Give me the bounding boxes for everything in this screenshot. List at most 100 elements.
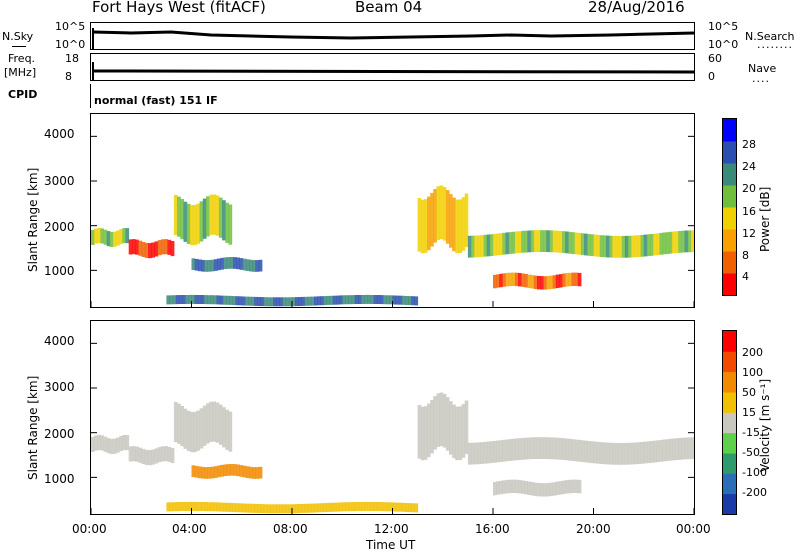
- scatter-cell: [398, 502, 403, 512]
- scatter-cell: [628, 442, 632, 465]
- scatter-cell: [518, 273, 522, 287]
- scatter-cell: [420, 199, 425, 254]
- scatter-cell: [244, 503, 249, 513]
- scatter-cell: [217, 258, 221, 271]
- scatter-cell: [493, 440, 497, 463]
- scatter-cell: [511, 438, 516, 461]
- scatter-cell: [307, 296, 312, 306]
- scatter-cell: [549, 230, 554, 253]
- scatter-cell: [91, 436, 95, 452]
- scatter-cell: [342, 502, 346, 512]
- cpid-text: normal (fast) 151 IF: [94, 94, 218, 107]
- scatter-cell: [533, 230, 538, 252]
- scatter-cell: [540, 483, 544, 497]
- scatter-band: [493, 272, 582, 290]
- scatter-cell: [200, 502, 205, 511]
- scatter-cell: [254, 296, 258, 306]
- power-ytick: 1000: [44, 264, 75, 278]
- scatter-cell: [552, 482, 557, 496]
- scatter-cell: [659, 232, 664, 255]
- scatter-cell: [138, 447, 143, 463]
- scatter-cell: [354, 502, 359, 511]
- scatter-cell: [427, 403, 431, 458]
- scatter-cell: [225, 202, 229, 243]
- cpid-label: CPID: [8, 88, 38, 101]
- power-ytick: 4000: [44, 127, 75, 141]
- scatter-cell: [166, 295, 170, 305]
- scatter-cell: [241, 296, 246, 306]
- scatter-cell: [135, 446, 139, 462]
- colorbar-swatch: [723, 493, 736, 514]
- scatter-cell: [332, 502, 337, 512]
- scatter-cell: [471, 235, 475, 258]
- scatter-cell: [207, 260, 212, 272]
- power-ylabel: Slant Range [km]: [26, 167, 40, 272]
- scatter-cell: [144, 449, 149, 465]
- scatter-band: [417, 185, 469, 254]
- scatter-cell: [681, 230, 685, 253]
- scatter-cell: [524, 274, 528, 288]
- scatter-cell: [354, 295, 359, 304]
- scatter-cell: [191, 294, 196, 304]
- scatter-cell: [477, 235, 481, 258]
- scatter-cell: [206, 403, 210, 444]
- xaxis-tick: 08:00: [273, 522, 308, 536]
- scatter-cell: [245, 466, 250, 478]
- scatter-cell: [193, 204, 197, 246]
- velocity-cb-tick: 50: [742, 386, 756, 399]
- colorbar-swatch: [723, 473, 736, 495]
- scatter-cell: [218, 404, 223, 445]
- scatter-cell: [232, 503, 236, 513]
- scatter-cell: [414, 296, 419, 306]
- scatter-cell: [615, 442, 620, 465]
- scatter-cell: [215, 195, 220, 236]
- scatter-cell: [624, 442, 629, 465]
- scatter-cell: [103, 436, 108, 452]
- scatter-cell: [307, 503, 312, 513]
- scatter-cell: [252, 467, 256, 479]
- scatter-cell: [209, 194, 213, 235]
- scatter-cell: [568, 479, 572, 494]
- scatter-cell: [204, 467, 208, 479]
- scatter-cell: [122, 435, 126, 451]
- scatter-cell: [295, 297, 299, 307]
- scatter-cell: [229, 502, 233, 512]
- freq-unit-label: [MHz]: [4, 66, 37, 79]
- scatter-band: [173, 401, 233, 453]
- scatter-cell: [408, 296, 412, 306]
- scatter-cell: [190, 205, 194, 246]
- scatter-cell: [276, 504, 280, 514]
- scatter-cell: [502, 439, 506, 462]
- scatter-cell: [530, 482, 535, 496]
- scatter-cell: [229, 257, 234, 269]
- scatter-cell: [251, 296, 255, 306]
- scatter-cell: [527, 481, 532, 495]
- scatter-band: [91, 434, 130, 454]
- scatter-cell: [508, 232, 513, 254]
- scatter-cell: [690, 230, 694, 253]
- scatter-cell: [248, 296, 252, 306]
- scatter-cell: [175, 502, 180, 512]
- scatter-cell: [530, 437, 535, 460]
- scatter-cell: [185, 502, 189, 511]
- scatter-band: [166, 294, 419, 307]
- scatter-cell: [537, 437, 541, 459]
- scatter-cell: [537, 483, 541, 497]
- scatter-cell: [405, 296, 409, 305]
- power-cb-tick: 28: [742, 138, 756, 151]
- scatter-cell: [279, 504, 283, 514]
- scatter-cell: [236, 257, 240, 270]
- scatter-cell: [169, 502, 174, 512]
- scatter-cell: [383, 295, 387, 305]
- scatter-cell: [220, 257, 224, 270]
- scatter-cell: [571, 272, 576, 286]
- scatter-cell: [650, 441, 654, 463]
- scatter-cell: [653, 440, 657, 463]
- scatter-cell: [643, 234, 648, 257]
- scatter-cell: [376, 295, 381, 304]
- scatter-cell: [580, 440, 585, 463]
- scatter-cell: [217, 465, 221, 478]
- scatter-cell: [194, 258, 199, 271]
- scatter-cell: [210, 259, 215, 272]
- scatter-cell: [543, 230, 547, 252]
